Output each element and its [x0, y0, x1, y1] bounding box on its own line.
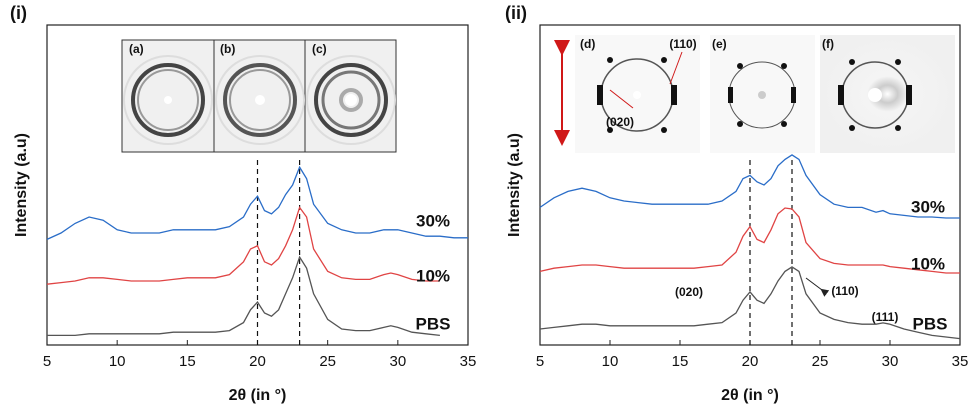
- panel-label: (ii): [505, 3, 527, 23]
- x-tick-label: 30: [389, 353, 406, 370]
- annotation: (020): [675, 285, 703, 299]
- series-line: [539, 266, 961, 340]
- series-line: [539, 154, 960, 219]
- x-axis-label: 2θ (in °): [229, 387, 287, 404]
- series-line: [46, 165, 468, 240]
- inset-label: (b): [220, 42, 235, 56]
- annotation: (110): [669, 37, 696, 51]
- x-tick-label: 20: [742, 353, 759, 370]
- x-tick-label: 25: [812, 353, 829, 370]
- annotation: (110): [831, 284, 858, 298]
- inset-label: (e): [712, 37, 727, 51]
- annotation-arrow: [805, 277, 830, 297]
- inset-images-i: [121, 39, 397, 153]
- x-tick-label: 5: [43, 353, 51, 370]
- series-label: 30%: [416, 211, 450, 230]
- x-tick-label: 20: [249, 353, 266, 370]
- panel-label: (i): [10, 3, 27, 23]
- annotation: (020): [606, 115, 634, 129]
- inset-label: (c): [312, 42, 327, 56]
- x-tick-label: 35: [952, 353, 969, 370]
- x-tick-label: 25: [319, 353, 336, 370]
- series-label: PBS: [913, 314, 948, 333]
- x-axis-label: 2θ (in °): [721, 387, 779, 404]
- series-label: PBS: [416, 314, 451, 333]
- x-tick-label: 5: [536, 353, 544, 370]
- x-tick-label: 35: [460, 353, 477, 370]
- y-axis-label: Intensity (a.u): [506, 133, 523, 237]
- inset-images-ii: [554, 35, 955, 153]
- x-tick-label: 10: [109, 353, 126, 370]
- x-tick-label: 15: [179, 353, 196, 370]
- series-label: 30%: [911, 197, 945, 216]
- series-line: [47, 255, 440, 337]
- inset-label: (a): [129, 42, 144, 56]
- inset-label: (f): [822, 37, 834, 51]
- series-line: [539, 207, 960, 274]
- x-tick-label: 30: [882, 353, 899, 370]
- series-line: [46, 205, 440, 285]
- annotation: (111): [872, 310, 899, 324]
- inset-label: (d): [580, 37, 595, 51]
- x-tick-label: 15: [672, 353, 689, 370]
- series-label: 10%: [416, 266, 450, 285]
- x-tick-label: 10: [602, 353, 619, 370]
- y-axis-label: Intensity (a.u): [13, 133, 30, 237]
- series-label: 10%: [911, 254, 945, 273]
